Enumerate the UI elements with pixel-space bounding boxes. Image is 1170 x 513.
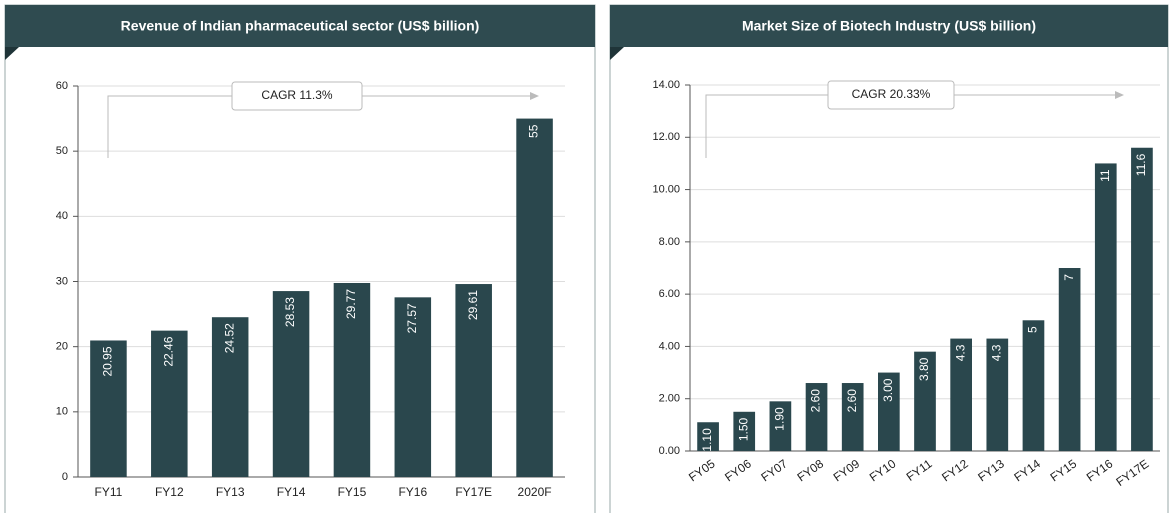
y-tick-label: 14.00 [652,79,680,91]
x-tick-label: FY17E [455,485,492,499]
x-tick-label: FY17E [1113,457,1151,490]
bar [914,351,936,451]
value-label: 1.10 [700,428,714,452]
x-tick-label: FY11 [904,456,935,484]
bar [272,291,310,477]
bar [878,372,900,451]
bar [90,340,127,477]
y-tick-label: 6.00 [659,288,680,300]
bar [986,338,1009,451]
y-tick-label: 2.00 [659,393,680,405]
bar [841,383,864,451]
bar [1022,320,1045,451]
y-tick-label: 4.00 [659,340,680,352]
x-tick-label: FY14 [1011,456,1043,484]
value-label: 55 [527,124,541,138]
y-tick-label: 12.00 [652,131,680,143]
x-tick-label: FY16 [1084,456,1116,484]
x-tick-label: FY12 [939,456,971,484]
bar [1094,163,1117,451]
value-label: 28.53 [283,297,297,327]
value-label: 4.3 [953,344,967,361]
value-label: 2.60 [809,389,823,413]
header-tab [5,47,19,60]
y-tick-label: 10.00 [652,183,680,195]
x-tick-label: FY09 [831,456,863,484]
x-tick-label: FY06 [722,456,754,484]
value-label: 3.00 [881,378,895,402]
value-label: 1.90 [773,407,787,431]
value-label: 4.3 [989,344,1003,361]
bar [151,330,188,477]
y-tick-label: 60 [56,80,68,92]
y-tick-label: 30 [56,275,68,287]
value-label: 1.50 [736,417,750,441]
value-label: 2.60 [845,389,859,413]
cagr-line [705,94,1115,158]
bar [516,118,553,477]
y-tick-label: 20 [56,341,68,353]
panel-header [610,5,1168,47]
chart-title: Market Size of Biotech Industry (US$ bil… [742,18,1036,34]
x-tick-label: FY14 [277,485,306,499]
value-label: 7 [1062,274,1076,281]
y-tick-label: 50 [56,145,68,157]
y-tick-label: 40 [56,210,68,222]
x-tick-label: FY16 [398,485,427,499]
value-label: 27.57 [405,303,419,333]
bar [697,422,719,451]
cagr-box [231,81,363,111]
x-tick-label: FY12 [155,485,184,499]
bar [333,282,371,477]
cagr-line [107,95,530,158]
bar [950,338,972,451]
x-tick-label: FY05 [686,456,718,484]
value-label: 11.6 [1134,153,1148,176]
bar [733,411,756,451]
value-label: 22.46 [161,336,175,366]
bar [769,401,792,451]
x-tick-label: FY08 [795,456,827,484]
bar [1131,147,1153,451]
bar [394,297,432,477]
value-label: 5 [1026,326,1040,333]
y-tick-label: 0.00 [659,445,680,457]
x-tick-label: FY15 [1048,456,1080,484]
y-tick-label: 8.00 [659,236,680,248]
x-tick-label: FY15 [338,485,367,499]
cagr-label: CAGR 11.3% [261,88,332,102]
bar [1058,268,1081,451]
chart-title: Revenue of Indian pharmaceutical sector … [121,18,480,34]
value-label: 24.52 [222,323,236,353]
value-label: 29.61 [466,290,480,320]
x-tick-label: FY13 [975,456,1007,484]
bar [211,317,249,477]
value-label: 3.80 [917,357,931,381]
cagr-box [827,80,955,110]
cagr-arrow [1115,91,1124,99]
x-tick-label: FY10 [867,456,899,484]
y-tick-label: 0 [62,471,68,483]
bar [455,284,492,477]
bar [805,383,828,451]
cagr-arrow [530,92,539,100]
panel-header [5,5,595,47]
cagr-label: CAGR 20.33% [852,87,931,101]
x-tick-label: FY07 [758,456,790,484]
y-tick-label: 10 [56,406,68,418]
x-tick-label: 2020F [518,485,552,499]
value-label: 11 [1098,169,1112,182]
value-label: 29.77 [344,289,358,319]
x-tick-label: FY11 [95,485,123,499]
x-tick-label: FY13 [216,485,245,499]
header-tab [610,47,624,60]
value-label: 20.95 [101,346,115,376]
